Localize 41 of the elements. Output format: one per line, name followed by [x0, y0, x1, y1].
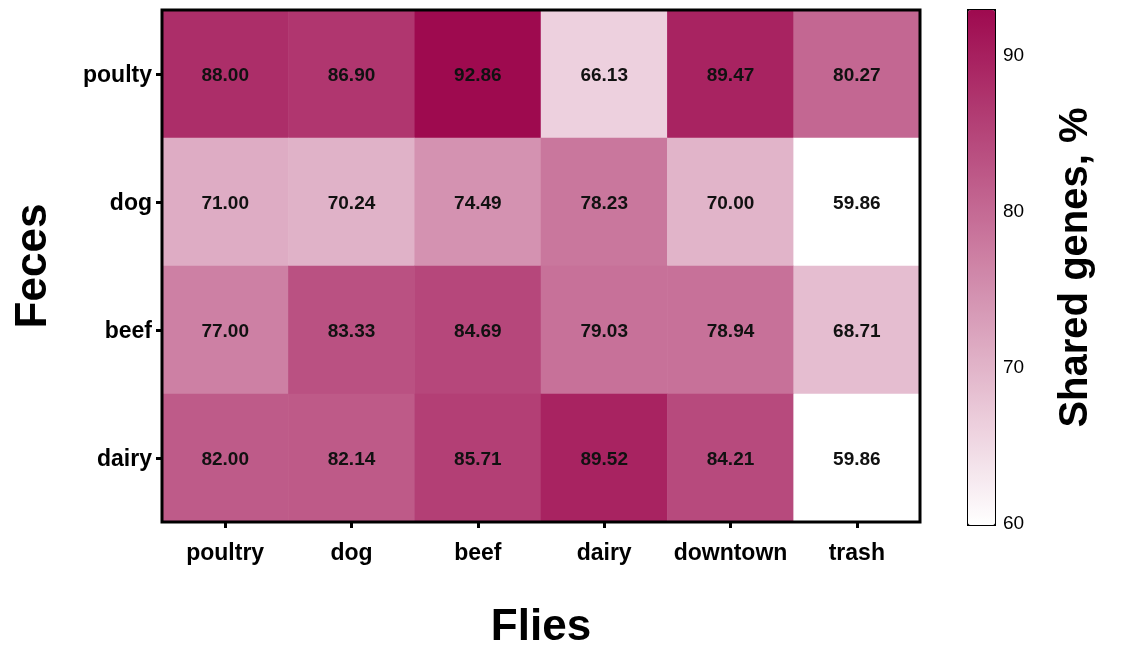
y-axis-title: Feces	[5, 203, 55, 329]
data-label: 68.71	[833, 319, 882, 341]
data-label: 89.47	[706, 63, 755, 85]
data-label: 88.00	[201, 63, 249, 85]
data-label: 84.69	[454, 319, 502, 341]
x-tick-label: dog	[330, 538, 373, 565]
y-tick-label: poulty	[83, 61, 153, 87]
data-label: 86.90	[327, 63, 376, 85]
data-label: 82.14	[327, 447, 376, 469]
data-label: 78.23	[580, 191, 628, 213]
x-tick-label: trash	[828, 538, 885, 565]
x-tick-label: downtown	[673, 538, 788, 565]
x-tick-label: poultry	[186, 538, 265, 565]
data-label: 59.86	[833, 191, 881, 213]
y-tick-label: dog	[109, 189, 152, 215]
color-bar-label: 80	[1003, 200, 1025, 222]
x-tick-label: dairy	[576, 538, 632, 565]
color-bar-title: Shared genes, %	[1051, 107, 1095, 428]
data-label: 77.00	[201, 319, 249, 341]
color-bar-label: 90	[1003, 44, 1025, 66]
data-label: 70.00	[706, 191, 755, 213]
y-tick-label: beef	[104, 317, 153, 343]
data-label: 85.71	[454, 447, 503, 469]
color-bar-label: 70	[1003, 356, 1025, 378]
color-bar-label: 60	[1003, 512, 1025, 534]
data-label: 66.13	[580, 63, 628, 85]
data-label: 83.33	[327, 319, 376, 341]
data-label: 71.00	[201, 191, 249, 213]
data-label: 59.86	[833, 447, 881, 469]
data-label: 89.52	[580, 447, 628, 469]
data-label: 79.03	[580, 319, 628, 341]
x-tick-label: beef	[454, 538, 502, 565]
data-label: 92.86	[454, 63, 502, 85]
data-label: 70.24	[327, 191, 376, 213]
x-axis-title: Flies	[490, 599, 592, 649]
y-tick-label: dairy	[97, 445, 153, 471]
data-label: 74.49	[454, 191, 502, 213]
data-label: 84.21	[706, 447, 755, 469]
data-label: 82.00	[201, 447, 249, 469]
data-label: 78.94	[706, 319, 755, 341]
data-label: 80.27	[833, 63, 881, 85]
